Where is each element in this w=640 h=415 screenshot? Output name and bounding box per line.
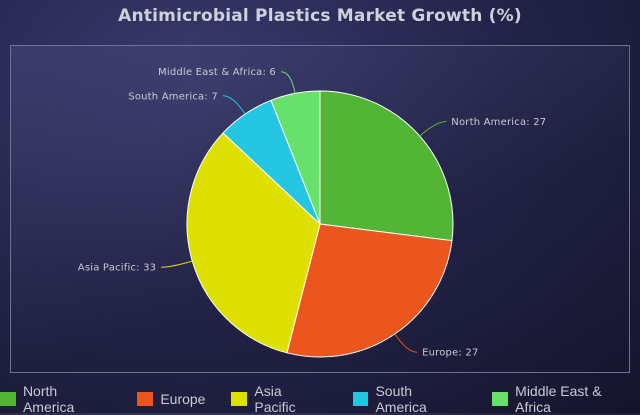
- legend-label: Asia Pacific: [254, 383, 296, 415]
- legend-item-asia-pacific[interactable]: Asia Pacific: [231, 383, 326, 415]
- leader-line-europe: [394, 333, 418, 353]
- pie-slice-asia-pacific: [186, 132, 321, 354]
- legend-label: Europe: [160, 391, 206, 407]
- legend-swatch: [137, 392, 154, 406]
- legend-swatch: [0, 392, 16, 406]
- pie-slice-europe: [286, 223, 453, 358]
- data-label-middle-east-and-africa: Middle East & Africa: 6: [158, 67, 276, 78]
- legend-label: Middle East & Africa: [515, 383, 602, 415]
- legend-item-europe[interactable]: Europe: [137, 391, 205, 407]
- legend-item-middle-east-and-africa[interactable]: Middle East & Africa: [492, 383, 640, 415]
- legend-swatch: [352, 392, 369, 406]
- legend-label: South America: [375, 383, 427, 415]
- leader-line-south-america: [222, 95, 246, 115]
- data-label-south-america: South America: 7: [128, 91, 218, 102]
- legend-item-south-america[interactable]: South America: [352, 383, 467, 415]
- legend-item-north-america[interactable]: North America: [0, 383, 111, 415]
- legend-swatch: [231, 392, 248, 406]
- pie-slice-north-america: [319, 90, 454, 242]
- leader-line-asia-pacific: [161, 260, 193, 268]
- data-label-north-america: North America: 27: [451, 117, 546, 128]
- data-label-europe: Europe: 27: [422, 348, 478, 359]
- legend: North America Europe Asia Pacific South Ame…: [0, 383, 640, 415]
- chart-title: Antimicrobial Plastics Market Growth (%): [118, 6, 522, 26]
- leader-line-middle-east-and-africa: [280, 71, 296, 94]
- data-label-asia-pacific: Asia Pacific: 33: [78, 263, 156, 274]
- legend-swatch: [492, 392, 509, 406]
- leader-line-north-america: [419, 121, 447, 137]
- legend-label: North America: [22, 383, 75, 415]
